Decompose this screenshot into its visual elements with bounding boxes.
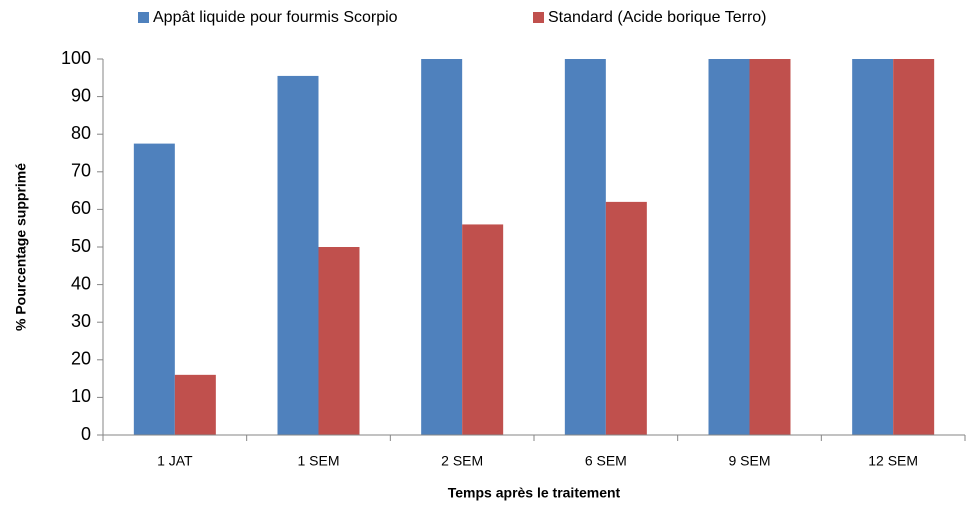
bar xyxy=(318,247,360,435)
bar xyxy=(749,59,791,435)
y-tick-label: 0 xyxy=(81,424,91,444)
bar xyxy=(133,143,175,435)
bar xyxy=(605,201,647,435)
y-tick-label: 10 xyxy=(71,386,91,406)
bar xyxy=(277,75,319,436)
bar xyxy=(893,59,935,435)
x-tick-label: 6 SEM xyxy=(585,453,627,469)
bar xyxy=(174,374,216,435)
y-tick-label: 80 xyxy=(71,123,91,143)
x-tick-label: 9 SEM xyxy=(728,453,770,469)
y-tick-label: 60 xyxy=(71,198,91,218)
y-tick-label: 100 xyxy=(61,48,91,68)
legend-swatch xyxy=(533,12,544,23)
y-tick-label: 90 xyxy=(71,85,91,105)
x-tick-label: 2 SEM xyxy=(441,453,483,469)
bar xyxy=(462,224,504,435)
x-axis-label: Temps après le traitement xyxy=(448,485,621,501)
legend-swatch xyxy=(138,12,149,23)
y-tick-label: 70 xyxy=(71,161,91,181)
bar xyxy=(852,59,894,435)
bar xyxy=(421,59,463,435)
x-tick-label: 12 SEM xyxy=(868,453,918,469)
legend-label: Standard (Acide borique Terro) xyxy=(548,9,767,26)
y-tick-label: 20 xyxy=(71,349,91,369)
y-tick-label: 50 xyxy=(71,236,91,256)
bar xyxy=(564,59,606,435)
y-axis-label: % Pourcentage supprimé xyxy=(13,163,29,331)
y-tick-label: 30 xyxy=(71,311,91,331)
y-tick-label: 40 xyxy=(71,273,91,293)
bar xyxy=(708,59,750,435)
x-tick-label: 1 JAT xyxy=(157,453,193,469)
x-tick-label: 1 SEM xyxy=(297,453,339,469)
legend-label: Appât liquide pour fourmis Scorpio xyxy=(153,9,398,26)
